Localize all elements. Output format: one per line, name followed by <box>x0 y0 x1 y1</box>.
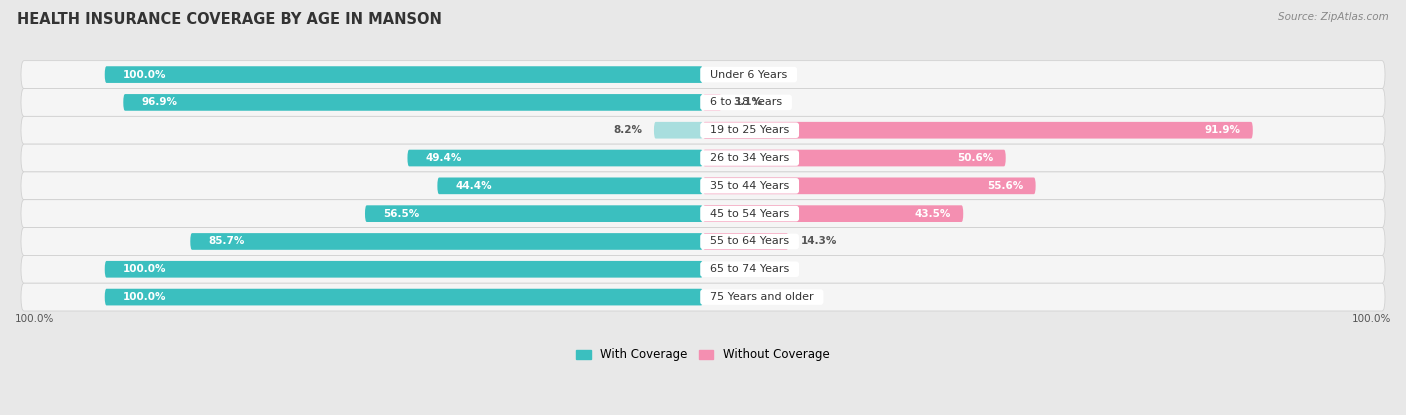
FancyBboxPatch shape <box>408 150 703 166</box>
FancyBboxPatch shape <box>21 61 1385 88</box>
Text: 100.0%: 100.0% <box>15 314 55 324</box>
Text: 49.4%: 49.4% <box>426 153 461 163</box>
Text: 100.0%: 100.0% <box>1351 314 1391 324</box>
FancyBboxPatch shape <box>703 94 721 111</box>
Text: 6 to 18 Years: 6 to 18 Years <box>703 98 789 107</box>
Text: 44.4%: 44.4% <box>456 181 492 191</box>
Text: 85.7%: 85.7% <box>208 237 245 247</box>
FancyBboxPatch shape <box>104 66 703 83</box>
Text: 100.0%: 100.0% <box>122 70 166 80</box>
FancyBboxPatch shape <box>124 94 703 111</box>
Text: 91.9%: 91.9% <box>1205 125 1241 135</box>
FancyBboxPatch shape <box>21 116 1385 144</box>
Text: 55.6%: 55.6% <box>987 181 1024 191</box>
Text: 43.5%: 43.5% <box>915 209 952 219</box>
FancyBboxPatch shape <box>703 122 1253 139</box>
Text: 26 to 34 Years: 26 to 34 Years <box>703 153 796 163</box>
Text: 45 to 54 Years: 45 to 54 Years <box>703 209 796 219</box>
Legend: With Coverage, Without Coverage: With Coverage, Without Coverage <box>576 349 830 361</box>
Text: 50.6%: 50.6% <box>957 153 994 163</box>
FancyBboxPatch shape <box>104 289 703 305</box>
Text: 19 to 25 Years: 19 to 25 Years <box>703 125 796 135</box>
FancyBboxPatch shape <box>703 178 1036 194</box>
FancyBboxPatch shape <box>437 178 703 194</box>
Text: 100.0%: 100.0% <box>122 292 166 302</box>
Text: 8.2%: 8.2% <box>613 125 643 135</box>
FancyBboxPatch shape <box>703 233 789 250</box>
Text: 3.1%: 3.1% <box>734 98 762 107</box>
Text: 65 to 74 Years: 65 to 74 Years <box>703 264 796 274</box>
FancyBboxPatch shape <box>654 122 703 139</box>
Text: HEALTH INSURANCE COVERAGE BY AGE IN MANSON: HEALTH INSURANCE COVERAGE BY AGE IN MANS… <box>17 12 441 27</box>
Text: 14.3%: 14.3% <box>800 237 837 247</box>
FancyBboxPatch shape <box>21 255 1385 283</box>
FancyBboxPatch shape <box>703 150 1005 166</box>
FancyBboxPatch shape <box>104 261 703 278</box>
Text: Under 6 Years: Under 6 Years <box>703 70 794 80</box>
FancyBboxPatch shape <box>366 205 703 222</box>
FancyBboxPatch shape <box>21 200 1385 227</box>
Text: 75 Years and older: 75 Years and older <box>703 292 821 302</box>
Text: 56.5%: 56.5% <box>382 209 419 219</box>
Text: Source: ZipAtlas.com: Source: ZipAtlas.com <box>1278 12 1389 22</box>
Text: 55 to 64 Years: 55 to 64 Years <box>703 237 796 247</box>
Text: 100.0%: 100.0% <box>122 264 166 274</box>
FancyBboxPatch shape <box>21 227 1385 255</box>
Text: 96.9%: 96.9% <box>141 98 177 107</box>
FancyBboxPatch shape <box>21 144 1385 172</box>
FancyBboxPatch shape <box>190 233 703 250</box>
FancyBboxPatch shape <box>21 283 1385 311</box>
FancyBboxPatch shape <box>703 205 963 222</box>
Text: 35 to 44 Years: 35 to 44 Years <box>703 181 796 191</box>
FancyBboxPatch shape <box>21 88 1385 116</box>
FancyBboxPatch shape <box>21 172 1385 200</box>
